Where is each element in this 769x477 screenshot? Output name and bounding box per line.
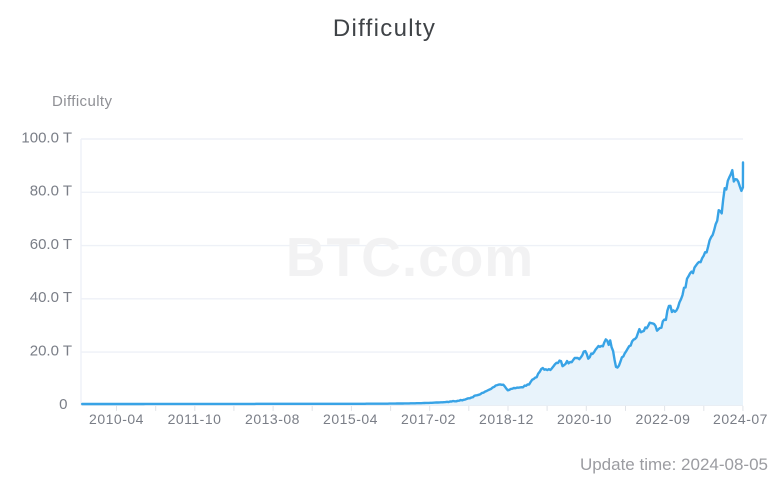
svg-text:2017-02: 2017-02 [401, 411, 456, 427]
svg-text:100.0 T: 100.0 T [21, 129, 72, 146]
svg-text:2013-08: 2013-08 [245, 411, 300, 427]
svg-text:2011-10: 2011-10 [168, 411, 222, 427]
svg-text:2018-12: 2018-12 [479, 411, 534, 427]
svg-text:2022-09: 2022-09 [636, 411, 691, 427]
svg-text:2020-10: 2020-10 [557, 411, 612, 427]
svg-text:20.0 T: 20.0 T [30, 343, 72, 360]
svg-text:60.0 T: 60.0 T [30, 236, 72, 253]
svg-text:2024-07: 2024-07 [713, 411, 768, 427]
svg-text:0: 0 [59, 396, 67, 413]
svg-text:2015-04: 2015-04 [323, 411, 378, 427]
svg-text:40.0 T: 40.0 T [30, 289, 72, 306]
svg-text:80.0 T: 80.0 T [30, 183, 72, 200]
svg-text:BTC.com: BTC.com [286, 226, 534, 288]
svg-text:2010-04: 2010-04 [89, 411, 144, 427]
